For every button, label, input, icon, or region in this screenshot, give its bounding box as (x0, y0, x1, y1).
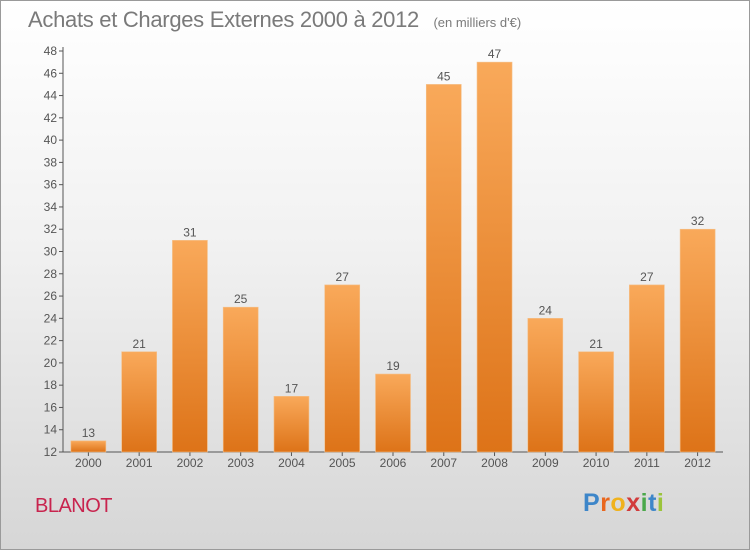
bar-value-label: 27 (336, 270, 350, 284)
x-tick-label: 2005 (329, 456, 356, 470)
commune-name: BLANOT (35, 495, 113, 517)
bar-value-label: 32 (691, 214, 705, 228)
bar-value-label: 31 (183, 225, 197, 239)
y-tick-label: 40 (44, 133, 58, 147)
bar-value-label: 25 (234, 292, 248, 306)
logo-letter: x (626, 489, 641, 517)
y-tick-label: 24 (44, 311, 58, 325)
bar-value-label: 17 (285, 381, 299, 395)
chart-bars: 13 21 31 25 17 27 19 45 47 24 21 27 32 (70, 47, 716, 453)
y-tick-label: 42 (44, 111, 58, 125)
bar-value-label: 45 (437, 69, 451, 83)
x-tick-label: 2012 (684, 456, 711, 470)
y-tick-label: 48 (44, 44, 58, 58)
bar-value-label: 27 (640, 270, 654, 284)
bar-value-label: 21 (589, 337, 603, 351)
x-tick-label: 2002 (177, 456, 204, 470)
bar (476, 61, 513, 453)
x-tick-label: 2009 (532, 456, 559, 470)
chart-title: Achats et Charges Externes 2000 à 2012 (28, 7, 419, 32)
y-tick-label: 12 (44, 445, 58, 459)
y-tick-label: 44 (44, 89, 58, 103)
x-tick-label: 2003 (227, 456, 254, 470)
y-tick-label: 30 (44, 245, 58, 259)
logo-letter: i (656, 489, 665, 517)
bar (324, 284, 361, 453)
proxiti-logo[interactable]: Proxiti (583, 489, 664, 518)
y-tick-label: 20 (44, 356, 58, 370)
bar-value-label: 21 (132, 337, 146, 351)
bar-value-label: 13 (82, 426, 96, 440)
y-tick-label: 38 (44, 155, 58, 169)
x-tick-label: 2008 (481, 456, 508, 470)
y-tick-label: 22 (44, 334, 58, 348)
y-tick-label: 46 (44, 66, 58, 80)
x-tick-label: 2011 (634, 456, 660, 470)
x-tick-label: 2001 (126, 456, 153, 470)
x-tick-label: 2010 (583, 456, 610, 470)
x-tick-label: 2004 (278, 456, 305, 470)
bar (375, 373, 411, 453)
logo-letter: P (583, 489, 601, 517)
chart-axes: 12 14 16 18 20 22 24 26 28 30 32 34 36 38 40 42 44 46 48 20… (44, 44, 723, 470)
bar-value-label: 24 (539, 303, 553, 317)
logo-letter: o (610, 489, 627, 517)
chart-unit: (en milliers d'€) (433, 15, 522, 30)
logo-letter: r (600, 489, 611, 517)
bar-value-label: 19 (386, 359, 400, 373)
x-tick-label: 2006 (380, 456, 407, 470)
bar (273, 396, 310, 453)
bar (425, 84, 462, 453)
bar (172, 240, 208, 453)
y-tick-label: 32 (44, 222, 58, 236)
logo-letter: i (640, 489, 649, 517)
y-tick-label: 36 (44, 178, 58, 192)
bar (578, 351, 614, 453)
y-tick-label: 14 (44, 423, 58, 437)
bar (527, 318, 564, 453)
bar (70, 440, 107, 453)
chart-title-block: Achats et Charges Externes 2000 à 2012 (… (28, 7, 521, 33)
bar (222, 306, 259, 453)
bar-value-label: 47 (488, 47, 502, 61)
y-tick-label: 34 (44, 200, 58, 214)
bar (121, 351, 157, 453)
y-tick-label: 18 (44, 378, 58, 392)
bar (629, 284, 665, 453)
y-tick-label: 26 (44, 289, 58, 303)
x-tick-label: 2000 (75, 456, 102, 470)
y-tick-label: 16 (44, 400, 58, 414)
logo-letter: t (648, 489, 657, 517)
x-tick-label: 2007 (430, 456, 457, 470)
y-tick-label: 28 (44, 267, 58, 281)
bar (679, 228, 716, 453)
